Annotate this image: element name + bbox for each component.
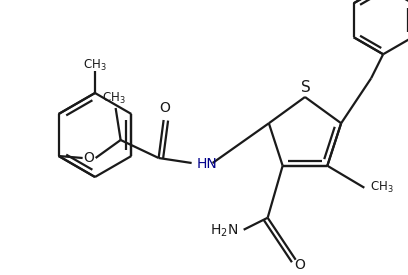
Text: O: O xyxy=(294,258,305,272)
Text: S: S xyxy=(301,79,311,95)
Text: H$_2$N: H$_2$N xyxy=(210,222,238,239)
Text: O: O xyxy=(159,101,170,115)
Text: CH$_3$: CH$_3$ xyxy=(102,90,126,106)
Text: CH$_3$: CH$_3$ xyxy=(370,180,394,195)
Text: HN: HN xyxy=(197,157,217,171)
Text: CH$_3$: CH$_3$ xyxy=(83,57,107,73)
Text: O: O xyxy=(83,151,94,165)
